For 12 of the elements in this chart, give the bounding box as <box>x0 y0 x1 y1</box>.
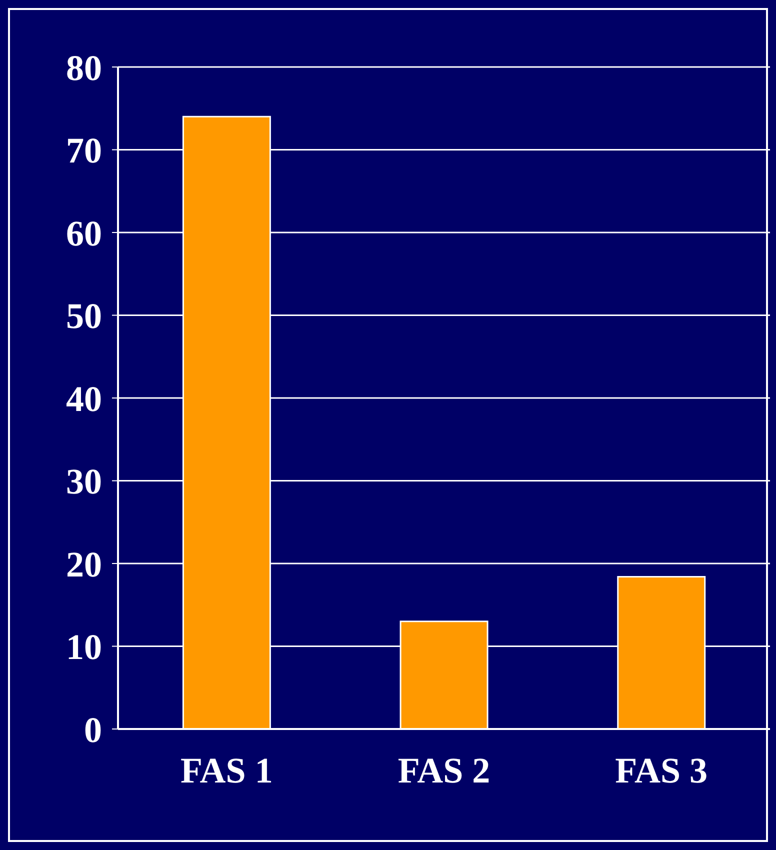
x-tick-label: FAS 3 <box>615 750 708 791</box>
y-tick-label: 40 <box>66 378 102 419</box>
y-tick-label: 10 <box>66 627 102 668</box>
x-tick-label: FAS 1 <box>180 750 273 791</box>
y-tick-label: 60 <box>66 213 102 254</box>
x-tick-label: FAS 2 <box>398 750 490 791</box>
y-tick-label: 50 <box>66 296 102 336</box>
y-tick-label: 30 <box>66 462 102 502</box>
y-tick-label: 70 <box>66 130 102 171</box>
y-tick-label: 0 <box>84 710 102 750</box>
y-tick-label: 80 <box>66 48 102 88</box>
y-tick-label: 20 <box>66 544 102 584</box>
